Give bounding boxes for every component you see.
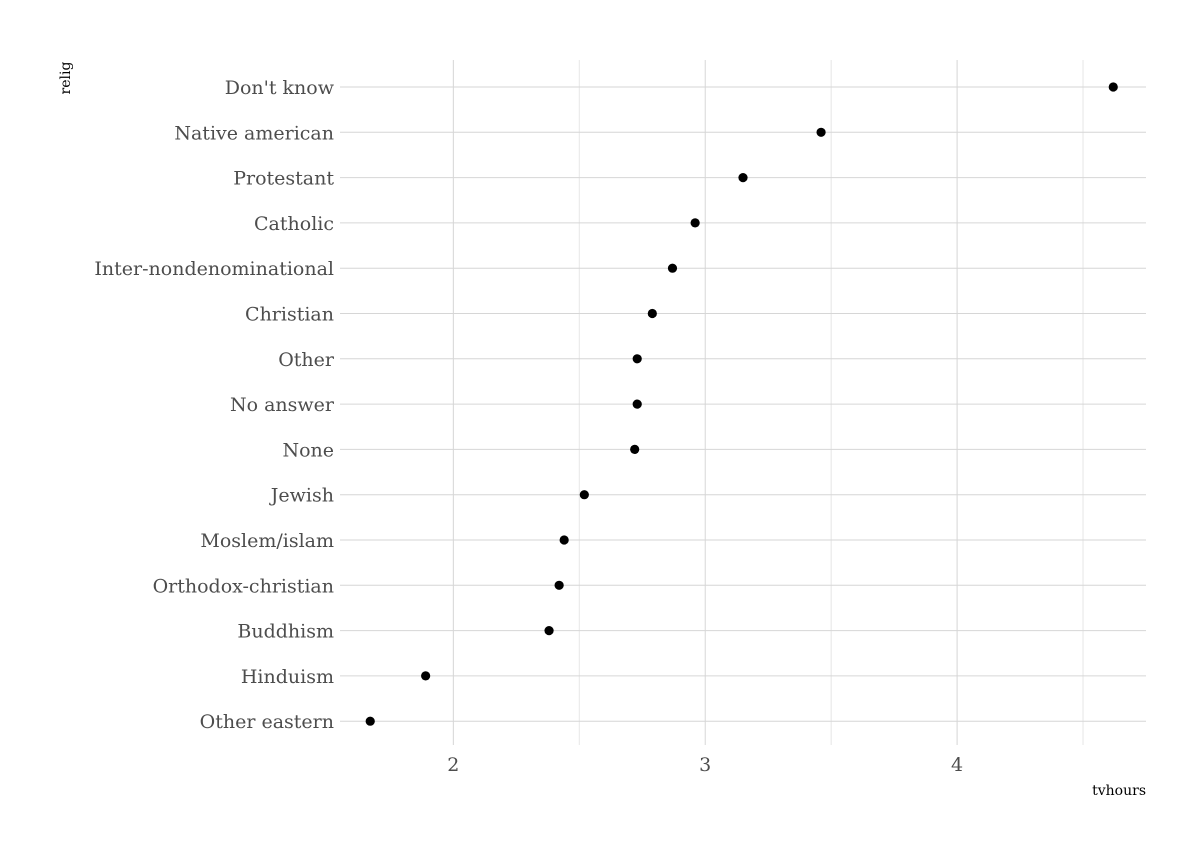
y-axis-title: relig [58,62,74,95]
data-point [1108,82,1118,92]
grid [340,60,1146,745]
x-axis-title: tvhours [1092,783,1146,799]
data-point [630,444,640,454]
y-tick-label: Hinduism [241,666,334,688]
y-tick-label: Other eastern [200,711,334,733]
data-point [544,626,554,636]
x-tick-label: 2 [447,754,459,776]
y-tick-label: Native american [174,122,334,144]
data-point [816,127,826,137]
y-tick-label: Protestant [233,168,334,190]
y-tick-label: Catholic [254,213,334,235]
data-point [365,716,375,726]
y-tick-label: Inter-nondenominational [94,258,334,280]
y-tick-label: Orthodox-christian [153,575,334,597]
y-tick-label: None [282,439,334,461]
data-point [559,535,569,545]
y-tick-label: Don't know [225,77,335,99]
data-point [554,580,564,590]
y-tick-label: Christian [245,304,334,326]
y-tick-label: Moslem/islam [200,530,334,552]
data-point [632,399,642,409]
y-tick-label: Jewish [269,485,334,507]
data-point [690,218,700,228]
data-point [738,173,748,183]
y-tick-label: Buddhism [237,621,334,643]
data-point [667,263,678,273]
data-point [632,354,642,364]
y-axis-tick-labels: Other eastern Hinduism Buddhism Orthodox-ch… [94,77,334,733]
y-tick-label: No answer [230,394,335,416]
data-point [579,490,589,500]
data-point [647,308,657,319]
y-tick-label: Other [278,349,335,371]
data-point [421,671,431,681]
x-axis-tick-labels: 2 3 4 [447,754,963,776]
x-tick-label: 4 [951,754,963,776]
data-points [365,82,1118,726]
x-tick-label: 3 [699,754,711,776]
